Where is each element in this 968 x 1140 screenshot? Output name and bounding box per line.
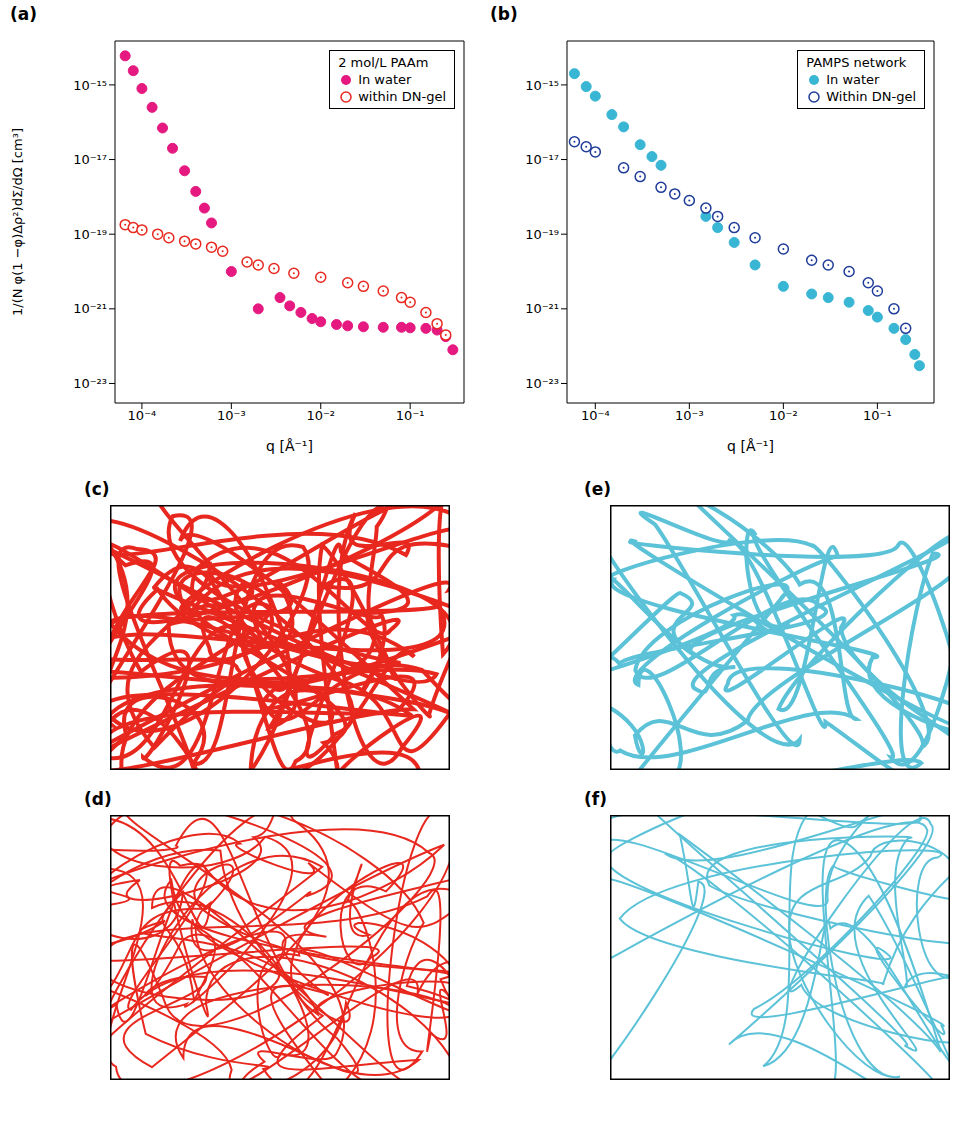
svg-text:10⁻¹⁵: 10⁻¹⁵	[525, 78, 559, 93]
svg-text:10⁻¹⁹: 10⁻¹⁹	[525, 227, 559, 242]
svg-text:10⁻¹⁹: 10⁻¹⁹	[73, 227, 107, 242]
html-text:(b): (b)	[490, 4, 518, 24]
html-text:within DN-gel: within DN-gel	[358, 89, 446, 104]
svg-text:10⁻¹⁵: 10⁻¹⁵	[73, 78, 107, 93]
svg-text:10⁻¹⁷: 10⁻¹⁷	[525, 152, 559, 167]
svg-text:10⁻⁴: 10⁻⁴	[128, 408, 157, 423]
svg-text:10⁻²: 10⁻²	[769, 408, 798, 423]
html-text:(d): (d)	[84, 789, 112, 809]
svg-text:10⁻²¹: 10⁻²¹	[525, 301, 559, 316]
html-text:In water: In water	[826, 72, 880, 87]
svg-text:10⁻²³: 10⁻²³	[525, 376, 559, 391]
html-text:(f): (f)	[584, 789, 607, 809]
html-text:(c): (c)	[84, 479, 110, 499]
html-text:(e): (e)	[584, 479, 612, 499]
svg-text:q [Å⁻¹]: q [Å⁻¹]	[266, 438, 313, 454]
svg-text:q [Å⁻¹]: q [Å⁻¹]	[727, 438, 774, 454]
svg-text:10⁻³: 10⁻³	[675, 408, 704, 423]
svg-text:10⁻²: 10⁻²	[306, 408, 335, 423]
svg-text:10⁻²³: 10⁻²³	[73, 376, 107, 391]
svg-text:10⁻¹: 10⁻¹	[863, 408, 892, 423]
svg-text:10⁻¹: 10⁻¹	[396, 408, 425, 423]
svg-text:10⁻²¹: 10⁻²¹	[73, 301, 107, 316]
html-text:2 mol/L PAAm: 2 mol/L PAAm	[338, 55, 429, 70]
html-text:In water: In water	[358, 72, 412, 87]
svg-text:10⁻⁴: 10⁻⁴	[581, 408, 610, 423]
svg-text:10⁻¹⁷: 10⁻¹⁷	[73, 152, 107, 167]
html-text:Within DN-gel: Within DN-gel	[826, 89, 916, 104]
html-text:(a): (a)	[10, 4, 37, 24]
svg-text:10⁻³: 10⁻³	[217, 408, 246, 423]
html-text:PAMPS network: PAMPS network	[806, 55, 907, 70]
svg-text:1/(N φ(1 −φ)Δρ²)dΣ/dΩ [cm³]: 1/(N φ(1 −φ)Δρ²)dΣ/dΩ [cm³]	[10, 128, 25, 316]
